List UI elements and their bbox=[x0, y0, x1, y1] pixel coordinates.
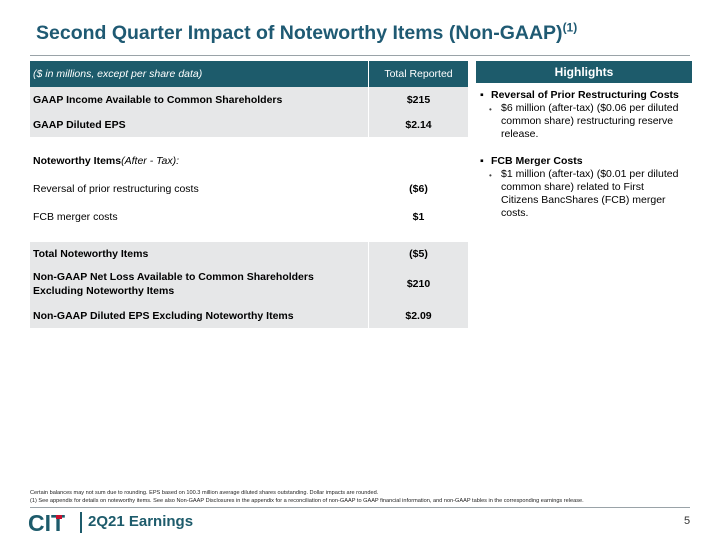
table-row: Non-GAAP Net Loss Available to Common Sh… bbox=[30, 265, 468, 303]
svg-text:CIT: CIT bbox=[28, 511, 65, 533]
table-row: GAAP Diluted EPS $2.14 bbox=[30, 112, 468, 137]
table-row: Reversal of prior restructuring costs ($… bbox=[30, 173, 468, 204]
bullet-square-icon: ▪ bbox=[480, 89, 484, 101]
title-divider bbox=[30, 55, 690, 56]
bullet-square-icon: ▪ bbox=[480, 155, 484, 167]
slide-title: Second Quarter Impact of Noteworthy Item… bbox=[36, 20, 578, 45]
footer-divider bbox=[30, 507, 690, 508]
highlights-panel: Highlights ▪ Reversal of Prior Restructur… bbox=[476, 61, 692, 234]
footer-separator bbox=[80, 512, 82, 533]
table-header: ($ in millions, except per share data) T… bbox=[30, 61, 468, 87]
title-footnote-marker: (1) bbox=[562, 20, 578, 35]
header-total-reported: Total Reported bbox=[368, 61, 468, 87]
highlights-title: Highlights bbox=[476, 61, 692, 83]
table-spacer bbox=[30, 137, 468, 148]
footnotes: Certain balances may not sum due to roun… bbox=[30, 490, 584, 504]
cit-logo: CIT bbox=[28, 511, 65, 533]
footer-label: 2Q21 Earnings bbox=[88, 513, 194, 530]
list-item: ▪ Reversal of Prior Restructuring Costs •… bbox=[476, 89, 692, 141]
table-spacer bbox=[30, 229, 468, 242]
table-row: GAAP Income Available to Common Sharehol… bbox=[30, 87, 468, 112]
list-item: ▪ FCB Merger Costs • $1 million (after-tax… bbox=[476, 155, 692, 220]
table-row: FCB merger costs $1 bbox=[30, 204, 468, 229]
header-label: ($ in millions, except per share data) bbox=[33, 68, 203, 80]
bullet-dot-icon: • bbox=[489, 105, 492, 114]
table-row: Non-GAAP Diluted EPS Excluding Noteworth… bbox=[30, 303, 468, 328]
page-number: 5 bbox=[684, 515, 691, 527]
bullet-dot-icon: • bbox=[489, 171, 492, 180]
noteworthy-items-table: ($ in millions, except per share data) T… bbox=[30, 61, 468, 328]
table-row: Noteworthy Items (After - Tax): bbox=[30, 148, 468, 173]
table-row: Total Noteworthy Items ($5) bbox=[30, 242, 468, 265]
